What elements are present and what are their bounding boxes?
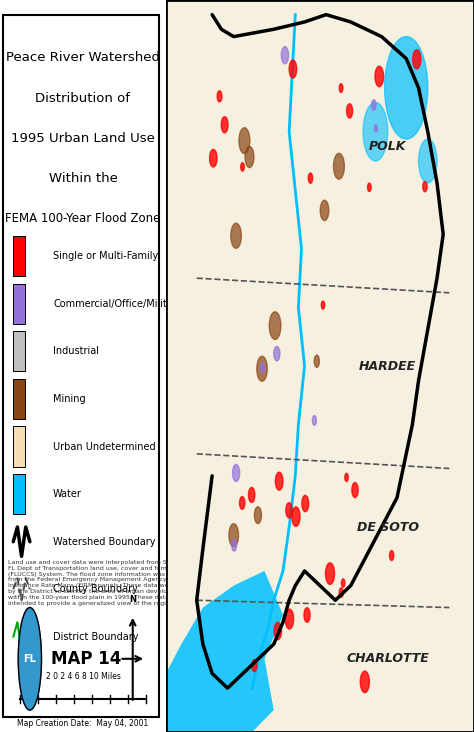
Circle shape — [346, 104, 353, 118]
Circle shape — [308, 173, 313, 183]
Text: DE SOTO: DE SOTO — [357, 520, 419, 534]
Circle shape — [245, 146, 254, 168]
Text: FL: FL — [23, 654, 36, 664]
Circle shape — [241, 163, 244, 171]
Circle shape — [257, 356, 267, 381]
Circle shape — [360, 671, 369, 692]
Circle shape — [326, 563, 335, 584]
FancyBboxPatch shape — [13, 379, 25, 419]
Text: Single or Multi-Family: Single or Multi-Family — [53, 251, 158, 261]
Circle shape — [239, 127, 250, 154]
Circle shape — [252, 660, 257, 672]
Circle shape — [285, 609, 293, 629]
Circle shape — [248, 488, 255, 502]
Circle shape — [312, 416, 317, 425]
Circle shape — [334, 153, 345, 179]
Circle shape — [390, 550, 394, 561]
Circle shape — [339, 83, 343, 92]
Circle shape — [352, 482, 358, 498]
FancyBboxPatch shape — [13, 474, 25, 514]
Text: Watershed Boundary: Watershed Boundary — [53, 537, 155, 547]
Circle shape — [275, 472, 283, 490]
Text: POLK: POLK — [369, 140, 406, 153]
Circle shape — [210, 149, 217, 167]
Circle shape — [217, 91, 222, 102]
Circle shape — [372, 100, 376, 111]
Circle shape — [339, 588, 343, 597]
Circle shape — [229, 524, 238, 547]
Text: 2 0 2 4 6 8 10 Miles: 2 0 2 4 6 8 10 Miles — [46, 672, 120, 681]
FancyBboxPatch shape — [13, 331, 25, 372]
Circle shape — [341, 579, 345, 587]
Polygon shape — [166, 571, 283, 732]
Circle shape — [260, 362, 264, 373]
Circle shape — [232, 539, 237, 551]
Text: CHARLOTTE: CHARLOTTE — [346, 652, 429, 665]
Circle shape — [367, 183, 371, 192]
Circle shape — [302, 496, 309, 512]
Circle shape — [321, 301, 325, 309]
Text: Within the: Within the — [48, 172, 118, 185]
Circle shape — [269, 312, 281, 340]
Circle shape — [423, 182, 427, 192]
Text: Mining: Mining — [53, 394, 86, 404]
Circle shape — [413, 50, 421, 69]
Circle shape — [274, 622, 282, 640]
Circle shape — [314, 355, 319, 367]
Circle shape — [375, 67, 383, 86]
Text: MAP 14: MAP 14 — [51, 650, 121, 668]
Text: Peace River Watershed: Peace River Watershed — [6, 51, 160, 64]
Text: Urban Undetermined: Urban Undetermined — [53, 441, 156, 452]
Circle shape — [255, 507, 262, 523]
Text: HARDEE: HARDEE — [359, 359, 416, 373]
Circle shape — [292, 507, 300, 526]
Text: 1995 Urban Land Use: 1995 Urban Land Use — [11, 132, 155, 145]
Text: County Boundary: County Boundary — [53, 584, 138, 594]
Circle shape — [221, 116, 228, 132]
Circle shape — [320, 200, 329, 220]
Text: District Boundary: District Boundary — [53, 632, 138, 642]
Circle shape — [345, 474, 348, 482]
FancyBboxPatch shape — [13, 426, 25, 467]
Text: Map Creation Date:  May 04, 2001: Map Creation Date: May 04, 2001 — [18, 720, 148, 728]
Circle shape — [282, 47, 289, 64]
Text: Industrial: Industrial — [53, 346, 99, 356]
Text: N: N — [129, 595, 136, 604]
Circle shape — [233, 465, 240, 482]
Circle shape — [18, 608, 41, 710]
Circle shape — [374, 124, 377, 132]
Text: Distribution of: Distribution of — [36, 92, 130, 105]
Text: FEMA 100-Year Flood Zone: FEMA 100-Year Flood Zone — [5, 212, 161, 225]
Text: Commercial/Office/Military: Commercial/Office/Military — [53, 299, 182, 309]
Circle shape — [274, 346, 280, 361]
Text: Water: Water — [53, 489, 82, 499]
Circle shape — [419, 139, 437, 183]
FancyBboxPatch shape — [13, 283, 25, 324]
Circle shape — [304, 608, 310, 622]
Circle shape — [231, 223, 241, 248]
Circle shape — [363, 102, 388, 161]
Circle shape — [239, 496, 245, 509]
Circle shape — [384, 37, 428, 139]
Circle shape — [286, 503, 292, 518]
Circle shape — [289, 60, 297, 78]
FancyBboxPatch shape — [13, 236, 25, 276]
Text: Land use and cover data were interpolated from SFWMD and
FL Dept of Transportati: Land use and cover data were interpolate… — [8, 560, 215, 605]
